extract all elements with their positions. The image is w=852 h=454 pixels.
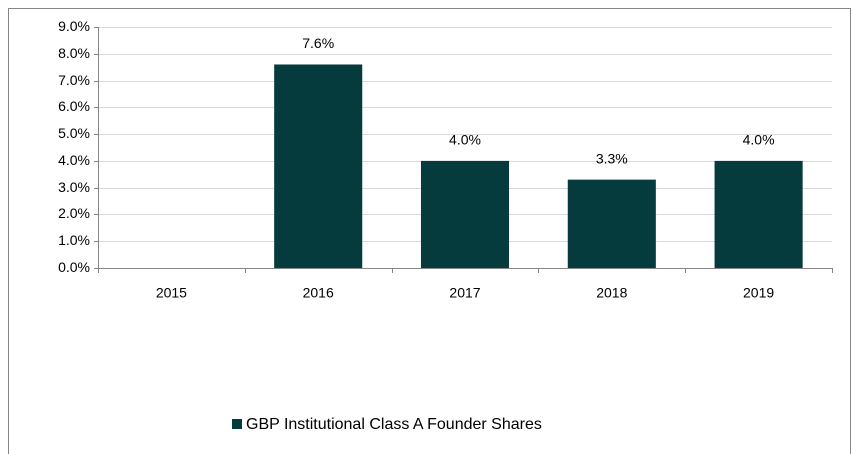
- y-tick-label: 4.0%: [58, 152, 90, 168]
- x-tick-label: 2016: [303, 285, 334, 301]
- legend-swatch: [232, 419, 242, 429]
- y-tick-label: 9.0%: [58, 18, 90, 34]
- data-label: 4.0%: [449, 132, 481, 148]
- bar: [274, 64, 363, 268]
- bar: [714, 160, 803, 268]
- y-tick-label: 0.0%: [58, 259, 90, 275]
- x-tick-label: 2018: [596, 285, 627, 301]
- y-tick-label: 6.0%: [58, 98, 90, 114]
- y-tick-label: 3.0%: [58, 179, 90, 195]
- y-tick-label: 1.0%: [58, 232, 90, 248]
- y-tick-label: 8.0%: [58, 45, 90, 61]
- y-tick-label: 7.0%: [58, 72, 90, 88]
- x-tick-label: 2015: [156, 285, 187, 301]
- data-label: 7.6%: [302, 35, 334, 51]
- y-tick-label: 5.0%: [58, 125, 90, 141]
- data-label: 4.0%: [743, 132, 775, 148]
- legend-label: GBP Institutional Class A Founder Shares: [246, 416, 542, 433]
- x-tick-label: 2019: [743, 285, 774, 301]
- data-label: 3.3%: [596, 150, 628, 166]
- y-tick-label: 2.0%: [58, 205, 90, 221]
- bar: [420, 160, 510, 268]
- x-tick-label: 2017: [449, 285, 480, 301]
- bar: [567, 179, 656, 268]
